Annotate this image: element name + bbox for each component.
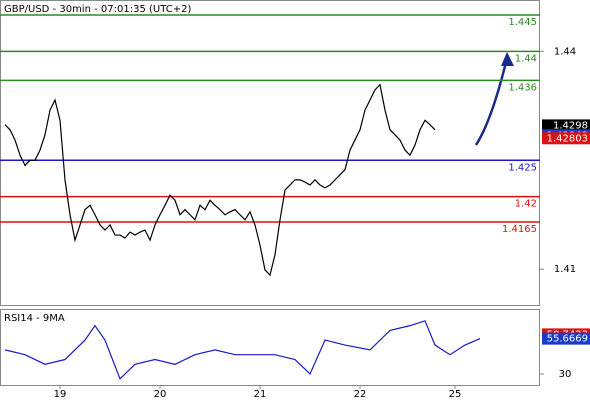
forecast-arrow (474, 57, 509, 146)
price-tag (542, 332, 590, 345)
price-tag-label: 55.6669 (547, 334, 588, 345)
x-tick-label: 20 (154, 389, 167, 400)
level-label: 1.44 (515, 53, 537, 64)
level-label: 1.425 (508, 162, 537, 173)
y-tick-label: 1.44 (554, 46, 576, 57)
price-tag-label: 1.42803 (547, 133, 588, 144)
series-line (4, 83, 436, 277)
price-tag-label: 1.4298 (553, 120, 588, 131)
x-tick-label: 22 (354, 389, 367, 400)
x-tick-label: 25 (449, 389, 462, 400)
rsi-panel (0, 309, 540, 386)
price-tag (542, 119, 590, 132)
level-label: 1.445 (508, 17, 537, 28)
arrow-head (501, 52, 514, 66)
price-panel (0, 0, 540, 306)
chart-title: GBP/USD - 30min - 07:01:35 (UTC+2) (4, 4, 191, 15)
series-line (4, 320, 481, 380)
level-label: 1.42 (515, 199, 537, 210)
price-tag (542, 132, 590, 145)
x-tick-label: 21 (254, 389, 267, 400)
y-tick-label: 1.41 (554, 264, 576, 275)
level-label: 1.4165 (502, 224, 537, 235)
rsi-title: RSI14 - 9MA (4, 313, 65, 324)
y-tick-label: 30 (559, 369, 572, 380)
level-label: 1.436 (508, 82, 537, 93)
x-tick-label: 19 (54, 389, 67, 400)
